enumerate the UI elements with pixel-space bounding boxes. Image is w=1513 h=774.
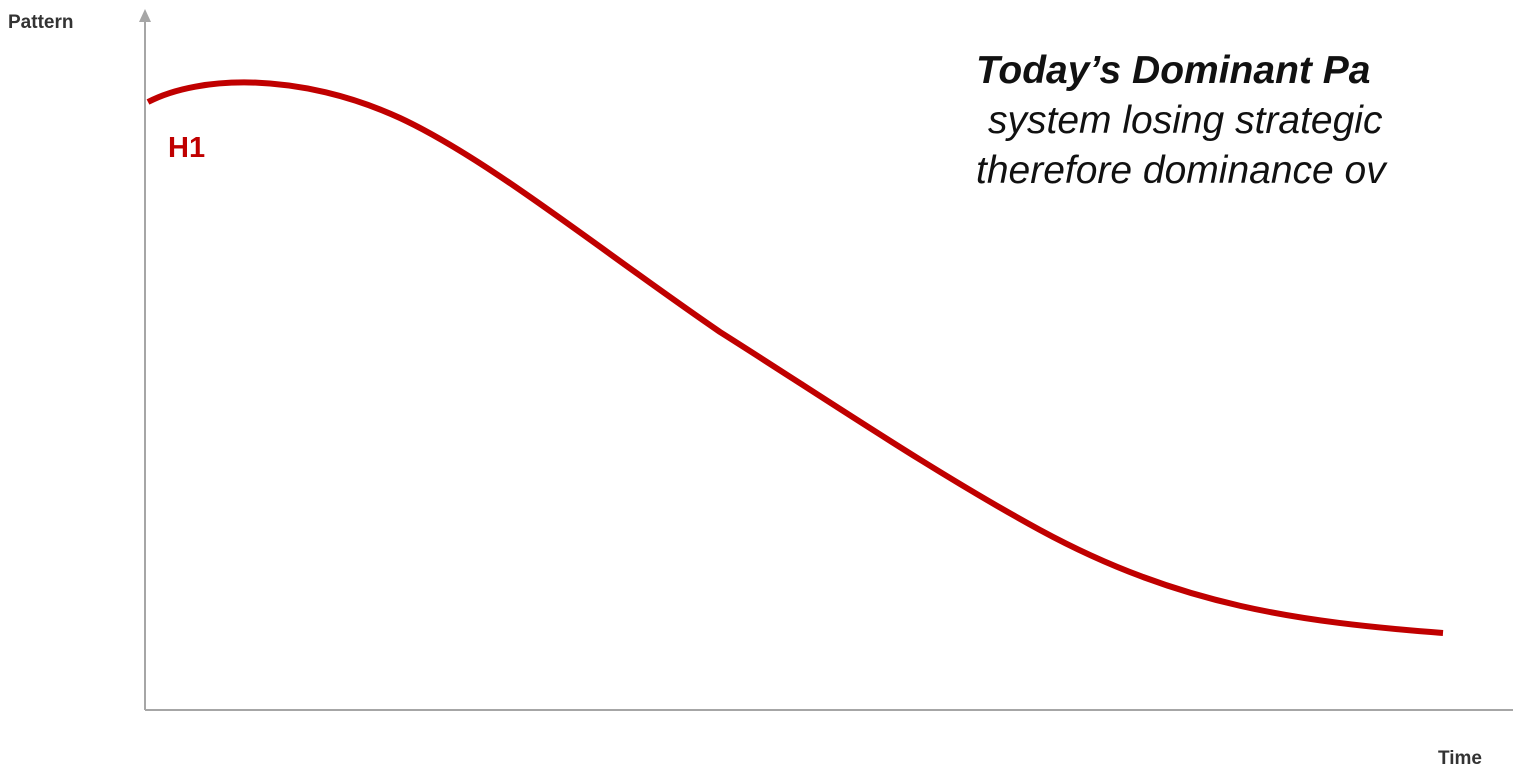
callout-line-1: system losing strategic xyxy=(988,99,1383,142)
x-axis-title: Time xyxy=(1438,748,1483,769)
callout-line-2: therefore dominance ov xyxy=(976,149,1386,192)
y-axis-title: Pattern xyxy=(8,12,74,33)
h1-curve xyxy=(146,79,1444,636)
dominant-pattern-callout: Today’s Dominant Pa system losing strate… xyxy=(976,46,1513,196)
y-axis-arrow-icon xyxy=(139,9,151,22)
callout-heading: Today’s Dominant Pa xyxy=(976,49,1371,92)
h1-curve-label: H1 xyxy=(168,132,206,164)
